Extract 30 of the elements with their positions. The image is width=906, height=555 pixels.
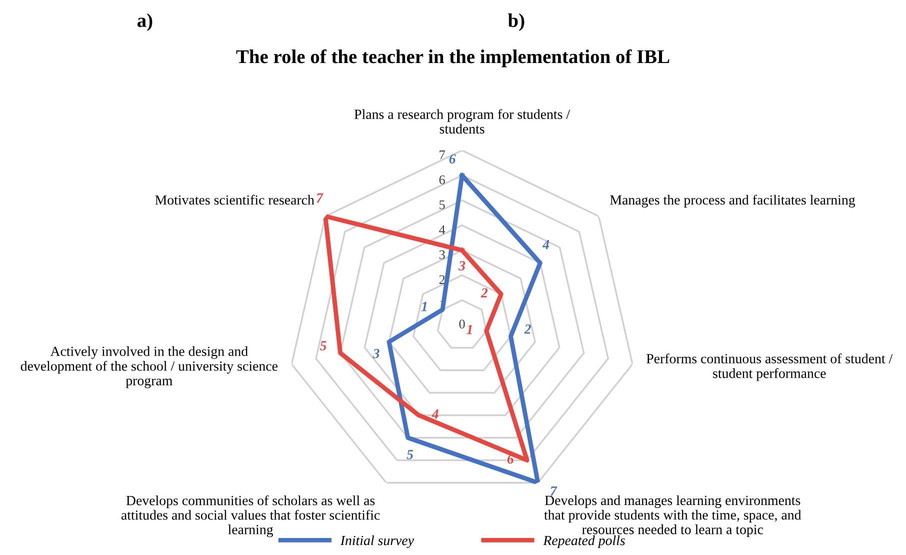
y-tick-label: 7 — [440, 150, 446, 160]
chart-title: The role of the teacher in the implementation of IBL — [236, 49, 670, 68]
y-tick-label: 6 — [439, 175, 445, 184]
spoke-label: Manages the process and facilitates learning — [610, 194, 856, 208]
data-label: 3 — [458, 261, 466, 270]
data-label: 1 — [421, 302, 427, 312]
legend-label: Initial survey — [340, 535, 414, 548]
data-label: 6 — [449, 154, 456, 164]
data-label: 1 — [466, 324, 472, 334]
y-tick-label: 3 — [439, 250, 445, 260]
spoke-label: Performs continuous assessment of student / student performance — [646, 353, 893, 381]
data-label: 5 — [320, 341, 326, 350]
spoke-label: Actively involved in the design and development of the school / university science program — [20, 346, 278, 388]
y-tick-label: 0 — [459, 320, 465, 329]
text: b) — [508, 13, 524, 32]
y-tick-label: 2 — [439, 275, 445, 284]
y-tick-label: 4 — [439, 225, 446, 234]
data-label: 2 — [524, 324, 531, 334]
text: a) — [137, 13, 152, 32]
data-label: 3 — [372, 348, 380, 358]
data-label: 7 — [316, 193, 324, 202]
legend-label: Repeated polls — [543, 535, 625, 548]
data-label: 4 — [542, 240, 550, 250]
spoke-label: Plans a research program for students / students — [354, 109, 570, 134]
spoke-label: Motivates scientific research — [155, 194, 314, 205]
data-label: 2 — [480, 288, 488, 298]
y-tick-label: 5 — [440, 200, 445, 210]
data-label: 4 — [432, 409, 438, 419]
data-label: 5 — [406, 450, 414, 460]
data-label: 7 — [550, 486, 558, 496]
